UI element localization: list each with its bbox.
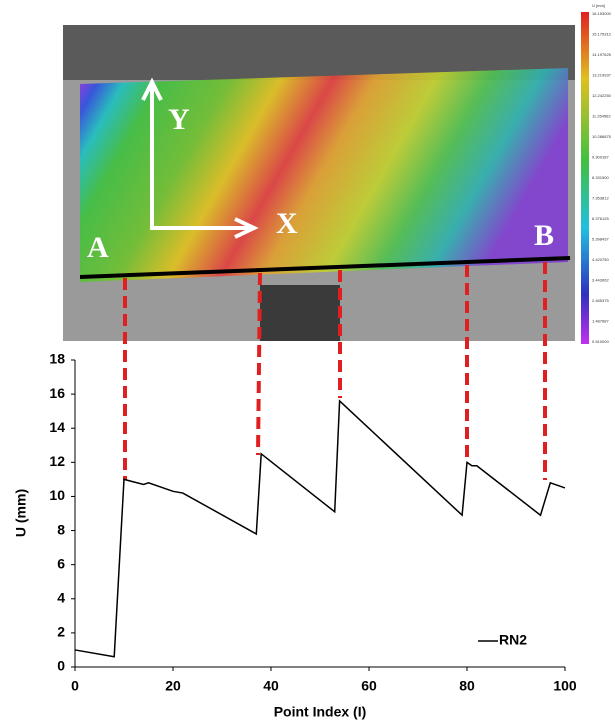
- x-tick-label: 60: [361, 678, 377, 694]
- label-b: B: [534, 219, 554, 252]
- label-x: X: [276, 207, 298, 240]
- x-tick-label: 0: [71, 678, 79, 694]
- y-tick-label: 8: [57, 521, 65, 537]
- connector: [258, 273, 260, 455]
- colorbar-label: 0.510000: [592, 339, 609, 344]
- colorbar-label: 14.197625: [592, 52, 612, 57]
- y-tick-label: 4: [57, 589, 65, 605]
- colorbar-label: 4.420750: [592, 257, 609, 262]
- colorbar-label: 8.331500: [592, 175, 609, 180]
- label-a: A: [87, 231, 109, 264]
- x-tick-label: 100: [553, 678, 577, 694]
- y-tick-label: 2: [57, 624, 65, 640]
- colorbar-label: 1.487687: [592, 319, 609, 324]
- label-y: Y: [168, 103, 190, 136]
- colorbar-scale: [581, 12, 589, 344]
- photo: Y X A B: [63, 25, 575, 341]
- colorbar-label: 5.398437: [592, 237, 609, 242]
- x-axis-title: Point Index (I): [274, 704, 367, 720]
- y-tick-label: 12: [49, 453, 65, 469]
- colorbar-label: 12.242250: [592, 93, 612, 98]
- x-tick-label: 20: [165, 678, 181, 694]
- colorbar-label: 3.443062: [592, 278, 609, 283]
- colorbar-label: 16.153000: [592, 11, 612, 16]
- legend-label: RN2: [499, 632, 527, 648]
- figure: Y X A B U [mm] Point Index (I) U (mm) 16…: [0, 0, 615, 724]
- colorbar-label: 6.376125: [592, 216, 609, 221]
- y-tick-label: 18: [49, 351, 65, 367]
- photo-support: [260, 285, 340, 341]
- y-tick-label: 0: [57, 658, 65, 674]
- colorbar-label: 9.309187: [592, 155, 609, 160]
- data-line: [75, 401, 565, 657]
- colorbar-label: 11.264562: [592, 114, 611, 119]
- y-tick-label: 10: [49, 487, 65, 503]
- y-axis-title: U (mm): [13, 489, 29, 537]
- colorbar-label: 15.175312: [592, 32, 612, 37]
- x-tick-label: 40: [263, 678, 279, 694]
- y-tick-label: 14: [49, 419, 65, 435]
- y-tick-label: 16: [49, 385, 65, 401]
- colorbar-label: 7.353812: [592, 196, 609, 201]
- y-tick-label: 6: [57, 555, 65, 571]
- colorbar-label: 2.465375: [592, 298, 609, 303]
- colorbar-label: 10.286875: [592, 134, 612, 139]
- colorbar-title: U [mm]: [592, 3, 605, 8]
- colorbar-label: 13.219937: [592, 73, 612, 78]
- x-tick-label: 80: [459, 678, 475, 694]
